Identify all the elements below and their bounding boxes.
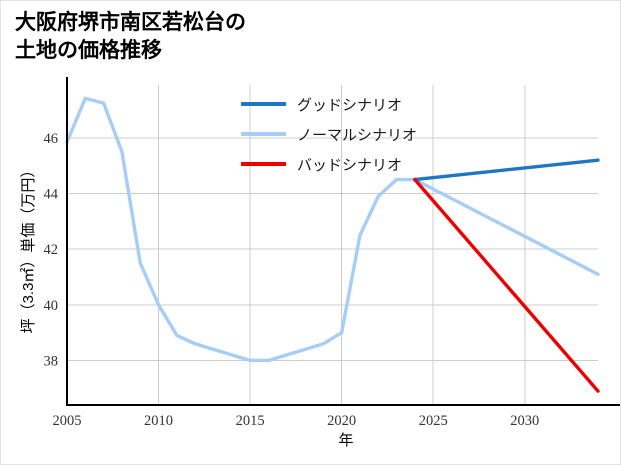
x-tick-label: 2030 [510, 413, 539, 429]
series-line-bad [413, 177, 600, 393]
y-tick-label: 44 [44, 187, 59, 203]
data-series-group [65, 96, 600, 393]
legend-label-bad: バッドシナリオ [297, 158, 402, 174]
series-line-good [413, 158, 600, 182]
series-line-normal [65, 96, 600, 363]
x-tick-label: 2015 [236, 413, 265, 429]
x-tick-label: 2005 [53, 413, 82, 429]
y-tick-label: 42 [44, 242, 59, 258]
legend-label-normal: ノーマルシナリオ [297, 128, 417, 144]
x-axis-title: 年 [338, 432, 353, 449]
y-tick-label: 46 [44, 131, 59, 147]
y-tick-label: 38 [44, 353, 59, 369]
x-tick-label: 2025 [419, 413, 448, 429]
y-axis-tick-labels: 38 40 42 44 46 [44, 131, 59, 370]
x-axis-tick-labels: 2005 2010 2015 2020 2025 2030 [53, 413, 540, 429]
y-tick-label: 40 [44, 298, 59, 314]
y-axis-title: 坪（3.3㎡）単価（万円） [20, 163, 37, 334]
x-tick-label: 2020 [327, 413, 356, 429]
chart-title: 大阪府堺市南区若松台の 土地の価格推移 [15, 11, 246, 62]
axis-spines [65, 77, 620, 407]
x-tick-label: 2010 [144, 413, 173, 429]
legend-label-good: グッドシナリオ [297, 97, 402, 114]
gridlines [66, 85, 598, 405]
